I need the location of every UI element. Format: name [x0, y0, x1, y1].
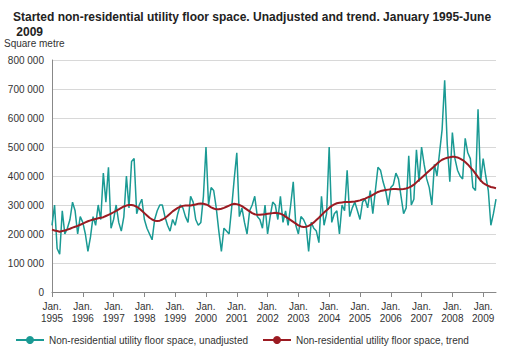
svg-text:Jan.: Jan.: [73, 301, 92, 312]
svg-text:2000: 2000: [195, 313, 218, 324]
svg-text:2005: 2005: [349, 313, 372, 324]
svg-text:2009: 2009: [13, 25, 43, 39]
svg-text:Jan.: Jan.: [351, 301, 370, 312]
svg-text:Jan.: Jan.: [43, 301, 62, 312]
svg-text:Jan.: Jan.: [135, 301, 154, 312]
svg-text:700 000: 700 000: [8, 84, 45, 95]
svg-text:2004: 2004: [318, 313, 341, 324]
svg-text:1997: 1997: [102, 313, 125, 324]
svg-text:2006: 2006: [380, 313, 403, 324]
svg-text:Jan.: Jan.: [197, 301, 216, 312]
svg-text:1999: 1999: [164, 313, 187, 324]
svg-text:400 000: 400 000: [8, 171, 45, 182]
svg-text:Jan.: Jan.: [166, 301, 185, 312]
svg-text:Jan.: Jan.: [474, 301, 493, 312]
svg-text:Jan.: Jan.: [443, 301, 462, 312]
svg-text:2003: 2003: [287, 313, 310, 324]
svg-text:200 000: 200 000: [8, 229, 45, 240]
svg-text:Non-residential utility floor: Non-residential utility floor space, tre…: [296, 335, 469, 346]
svg-text:1995: 1995: [41, 313, 64, 324]
svg-text:800 000: 800 000: [8, 55, 45, 66]
svg-text:Non-residential utility floor: Non-residential utility floor space, una…: [49, 335, 248, 346]
svg-text:Square metre: Square metre: [4, 38, 65, 49]
svg-text:2009: 2009: [472, 313, 495, 324]
svg-text:0: 0: [38, 287, 44, 298]
svg-text:Jan.: Jan.: [104, 301, 123, 312]
svg-text:2007: 2007: [410, 313, 433, 324]
svg-text:1996: 1996: [72, 313, 95, 324]
svg-text:Started non-residential utilit: Started non-residential utility floor sp…: [13, 10, 491, 24]
svg-text:Jan.: Jan.: [289, 301, 308, 312]
svg-text:Jan.: Jan.: [258, 301, 277, 312]
svg-text:Jan.: Jan.: [320, 301, 339, 312]
svg-text:600 000: 600 000: [8, 113, 45, 124]
svg-text:2002: 2002: [256, 313, 279, 324]
svg-text:Jan.: Jan.: [381, 301, 400, 312]
svg-text:Jan.: Jan.: [227, 301, 246, 312]
svg-text:2001: 2001: [226, 313, 249, 324]
svg-text:300 000: 300 000: [8, 200, 45, 211]
svg-text:2008: 2008: [441, 313, 464, 324]
svg-text:500 000: 500 000: [8, 142, 45, 153]
svg-text:100 000: 100 000: [8, 258, 45, 269]
svg-text:1998: 1998: [133, 313, 156, 324]
svg-text:Jan.: Jan.: [412, 301, 431, 312]
